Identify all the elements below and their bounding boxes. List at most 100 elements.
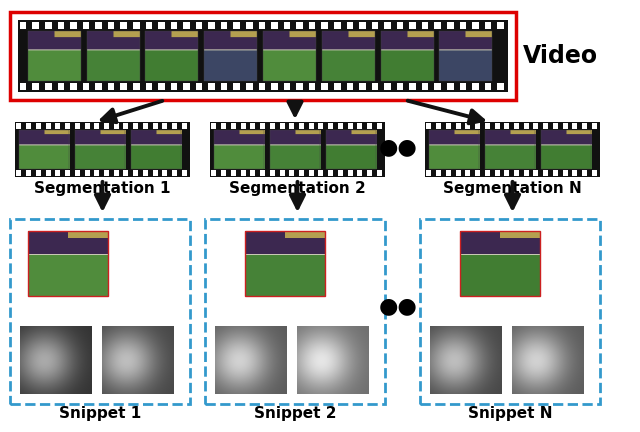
Bar (465, 170, 470, 176)
Bar (10, 12, 516, 100)
Bar (497, 83, 504, 90)
Bar (209, 22, 215, 29)
Bar (309, 83, 316, 90)
Bar (58, 22, 64, 29)
Bar (296, 22, 303, 29)
Bar (145, 22, 152, 29)
Bar (319, 170, 323, 176)
Bar (163, 170, 167, 176)
Bar (245, 231, 325, 296)
Bar (45, 123, 51, 129)
Bar (86, 31, 140, 81)
Bar (221, 22, 227, 29)
Bar (259, 83, 265, 90)
Bar (334, 83, 340, 90)
Bar (75, 170, 80, 176)
Bar (328, 123, 333, 129)
Bar (495, 170, 499, 176)
Bar (524, 123, 529, 129)
Bar (75, 123, 80, 129)
Bar (36, 123, 41, 129)
Bar (440, 31, 492, 81)
Text: ●●: ●● (379, 296, 417, 317)
Bar (322, 31, 375, 81)
FancyBboxPatch shape (10, 219, 190, 404)
Bar (210, 122, 385, 177)
Bar (94, 170, 99, 176)
Bar (426, 123, 431, 129)
Bar (446, 123, 451, 129)
Bar (18, 20, 508, 92)
Bar (338, 123, 343, 129)
Bar (250, 170, 255, 176)
Bar (346, 22, 353, 29)
Bar (65, 170, 70, 176)
Bar (381, 31, 433, 81)
Bar (17, 170, 22, 176)
Bar (533, 123, 538, 129)
Bar (263, 31, 316, 81)
Bar (158, 83, 164, 90)
Bar (435, 22, 441, 29)
Bar (367, 170, 372, 176)
Bar (541, 130, 591, 168)
Bar (338, 170, 343, 176)
Bar (182, 123, 187, 129)
Bar (308, 170, 314, 176)
Bar (214, 130, 264, 168)
Bar (183, 22, 190, 29)
Bar (84, 123, 90, 129)
Bar (143, 123, 148, 129)
Bar (484, 170, 490, 176)
Bar (289, 170, 294, 176)
Bar (183, 83, 190, 90)
Bar (563, 123, 568, 129)
Bar (211, 170, 216, 176)
Bar (460, 83, 466, 90)
Bar (104, 123, 109, 129)
Bar (321, 22, 328, 29)
Bar (209, 83, 215, 90)
Bar (133, 123, 138, 129)
Bar (348, 170, 353, 176)
Text: Segmentation 1: Segmentation 1 (35, 181, 171, 196)
Bar (436, 123, 441, 129)
Text: Segmentation N: Segmentation N (443, 181, 582, 196)
Text: Snippet N: Snippet N (468, 406, 552, 421)
Bar (334, 22, 340, 29)
Bar (95, 22, 102, 29)
Bar (572, 123, 577, 129)
Bar (296, 83, 303, 90)
Bar (221, 83, 227, 90)
Bar (246, 22, 253, 29)
Bar (384, 22, 391, 29)
Bar (422, 22, 429, 29)
Bar (114, 170, 118, 176)
Bar (26, 123, 31, 129)
Bar (45, 83, 52, 90)
Bar (372, 22, 378, 29)
FancyBboxPatch shape (420, 219, 600, 404)
Bar (28, 231, 108, 296)
Bar (425, 122, 600, 177)
Bar (553, 123, 558, 129)
Bar (397, 22, 403, 29)
Bar (497, 22, 504, 29)
Text: Snippet 2: Snippet 2 (253, 406, 336, 421)
Bar (284, 22, 291, 29)
Bar (241, 170, 246, 176)
Bar (592, 170, 596, 176)
Bar (114, 123, 118, 129)
Bar (133, 170, 138, 176)
Bar (269, 130, 320, 168)
Bar (204, 31, 257, 81)
Bar (196, 22, 202, 29)
Bar (524, 170, 529, 176)
Bar (346, 83, 353, 90)
Bar (55, 170, 60, 176)
Bar (447, 22, 454, 29)
Bar (484, 130, 535, 168)
Bar (592, 123, 596, 129)
Bar (299, 170, 304, 176)
Bar (259, 22, 265, 29)
